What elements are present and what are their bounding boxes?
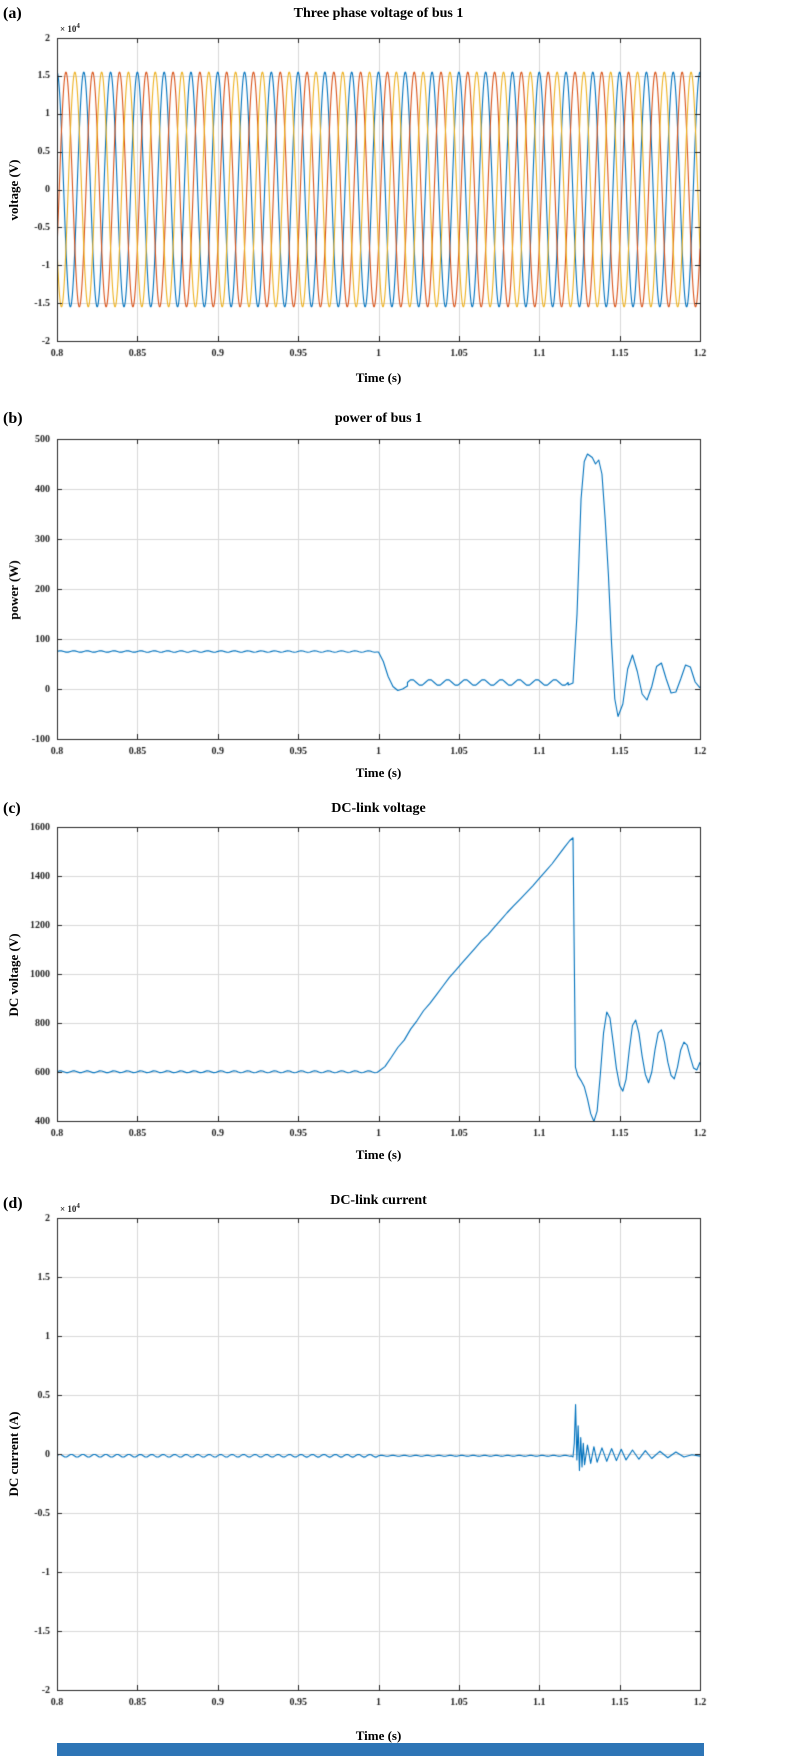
x-axis-label-d: Time (s)	[355, 1728, 402, 1743]
panel-tag-c: (c)	[3, 800, 21, 817]
y-axis-scale-exponent: 4	[76, 22, 80, 30]
x-axis-label-b: Time (s)	[355, 765, 402, 780]
y-axis-scale-exponent: 4	[76, 1202, 80, 1210]
plot-canvas-b	[0, 405, 785, 795]
panel-a: (a) Three phase voltage of bus 1 × 104 v…	[0, 0, 785, 405]
x-axis-label-a: Time (s)	[355, 370, 402, 385]
panel-tag-a: (a)	[3, 5, 22, 22]
y-axis-label-d: DC current (A)	[6, 1411, 21, 1497]
plot-canvas-d	[0, 1190, 785, 1756]
y-axis-scale-base: × 10	[60, 1204, 77, 1214]
chart-title-d: DC-link current	[330, 1193, 427, 1208]
panel-tag-d: (d)	[3, 1195, 23, 1212]
chart-title-c: DC-link voltage	[331, 801, 426, 816]
panel-d: (d) DC-link current × 104 DC current (A)…	[0, 1190, 785, 1756]
y-axis-scale-base: × 10	[60, 24, 77, 34]
cropped-bottom-bar	[57, 1743, 704, 1756]
plot-canvas-a	[0, 0, 785, 405]
plot-canvas-c	[0, 795, 785, 1190]
chart-title-a: Three phase voltage of bus 1	[293, 6, 464, 21]
y-axis-label-c: DC voltage (V)	[6, 933, 21, 1017]
panel-b: (b) power of bus 1 power (W) Time (s)	[0, 405, 785, 795]
y-axis-scale-label-a: × 104	[60, 22, 80, 34]
x-axis-label-c: Time (s)	[355, 1147, 402, 1162]
panel-c: (c) DC-link voltage DC voltage (V) Time …	[0, 795, 785, 1190]
y-axis-label-a: voltage (V)	[6, 159, 21, 221]
chart-title-b: power of bus 1	[334, 411, 423, 426]
y-axis-label-b: power (W)	[6, 560, 21, 620]
panel-tag-b: (b)	[3, 410, 23, 427]
y-axis-scale-label-d: × 104	[60, 1202, 80, 1214]
